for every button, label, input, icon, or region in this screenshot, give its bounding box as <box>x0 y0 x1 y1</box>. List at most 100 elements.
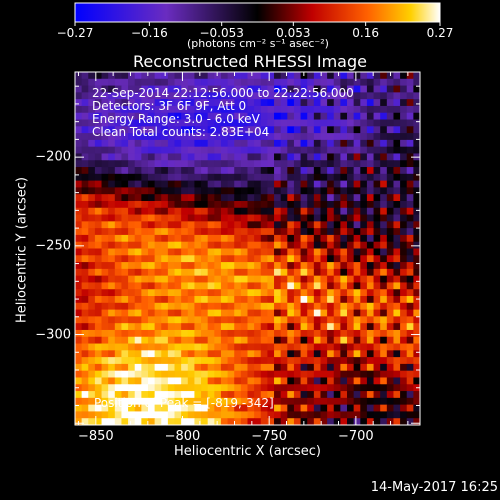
heatmap-cell <box>260 194 268 202</box>
heatmap-cell <box>307 228 315 236</box>
heatmap-cell <box>161 316 169 324</box>
heatmap-cell <box>147 139 156 148</box>
heatmap-cell <box>94 343 102 351</box>
heatmap-cell <box>400 384 408 392</box>
heatmap-cell <box>247 391 255 399</box>
heatmap-cell <box>413 194 421 202</box>
heatmap-cell <box>280 282 288 290</box>
heatmap-cell <box>194 350 202 358</box>
heatmap-cell <box>347 78 355 86</box>
heatmap-cell <box>181 343 189 351</box>
heatmap-cell <box>366 289 374 297</box>
heatmap-cell <box>81 262 89 270</box>
heatmap-cell <box>313 397 321 406</box>
heatmap-cell <box>194 336 202 344</box>
heatmap-cell <box>247 296 255 304</box>
heatmap-cell <box>267 404 275 412</box>
heatmap-cell <box>366 207 374 215</box>
heatmap-cell <box>81 187 89 195</box>
heatmap-cell <box>75 167 83 175</box>
heatmap-cell <box>207 85 215 93</box>
heatmap-cell <box>194 377 202 385</box>
heatmap-cell <box>161 296 169 304</box>
heatmap-cell <box>220 72 228 80</box>
heatmap-cell <box>400 377 408 385</box>
heatmap-cell <box>366 391 374 399</box>
heatmap-cell <box>134 119 142 127</box>
heatmap-cell <box>174 92 182 100</box>
heatmap-cell <box>413 72 421 80</box>
heatmap-cell <box>327 262 335 270</box>
heatmap-cell <box>333 200 341 209</box>
heatmap-cell <box>128 78 136 86</box>
y-axis-label: Heliocentric Y (arcsec) <box>14 177 30 323</box>
heatmap-cell <box>207 112 215 120</box>
heatmap-cell <box>214 194 222 202</box>
heatmap-cell <box>121 268 129 277</box>
heatmap-cell <box>366 411 374 419</box>
heatmap-cell <box>313 207 321 215</box>
heatmap-cell <box>154 167 162 175</box>
heatmap-cell <box>207 221 215 229</box>
heatmap-cell <box>141 418 149 426</box>
heatmap-cell <box>347 377 355 385</box>
heatmap-cell <box>320 329 328 338</box>
heatmap-cell <box>307 119 315 127</box>
heatmap-cell <box>240 397 248 406</box>
heatmap-cell <box>293 72 301 80</box>
heatmap-cell <box>247 282 255 290</box>
heatmap-cell <box>373 343 381 351</box>
heatmap-cell <box>320 146 328 154</box>
heatmap-cell <box>267 316 275 324</box>
heatmap-cell <box>154 234 162 243</box>
heatmap-cell <box>353 404 361 412</box>
heatmap-cell <box>147 275 156 283</box>
heatmap-cell <box>393 173 401 182</box>
heatmap-cell <box>201 194 209 202</box>
heatmap-cell <box>353 78 361 86</box>
heatmap-cell <box>94 323 102 331</box>
heatmap-cell <box>320 363 328 372</box>
heatmap-cell <box>366 262 374 270</box>
heatmap-cell <box>333 391 341 399</box>
heatmap-cell <box>300 302 308 310</box>
heatmap-cell <box>201 309 209 317</box>
heatmap-cell <box>400 363 408 372</box>
heatmap-cell <box>154 78 162 86</box>
heatmap-cell <box>360 180 368 188</box>
heatmap-cell <box>260 85 268 93</box>
heatmap-cell <box>227 112 235 120</box>
heatmap-cell <box>333 194 341 202</box>
heatmap-cell <box>114 268 122 277</box>
heatmap-cell <box>400 248 408 256</box>
heatmap-cell <box>347 146 355 154</box>
heatmap-cell <box>187 214 195 222</box>
heatmap-cell <box>254 153 262 161</box>
heatmap-cell <box>227 248 235 256</box>
heatmap-cell <box>227 85 235 93</box>
heatmap-cell <box>406 316 414 324</box>
heatmap-cell <box>254 72 262 80</box>
heatmap-cell <box>214 228 222 236</box>
heatmap-cell <box>240 377 248 385</box>
heatmap-cell <box>320 112 328 120</box>
heatmap-cell <box>154 336 162 344</box>
heatmap-cell <box>393 200 401 209</box>
annotation-detectors: Detectors: 3F 6F 9F, Att 0 <box>92 99 247 113</box>
heatmap-cell <box>360 241 368 249</box>
heatmap-cell <box>287 255 295 263</box>
heatmap-cell <box>174 234 182 243</box>
heatmap-cell <box>300 221 308 229</box>
heatmap-cell <box>333 99 341 107</box>
heatmap-cell <box>300 78 308 86</box>
heatmap-cell <box>327 370 335 378</box>
heatmap-cell <box>234 146 242 154</box>
heatmap-cell <box>327 221 335 229</box>
heatmap-cell <box>147 296 156 304</box>
heatmap-cell <box>287 126 295 134</box>
heatmap-cell <box>94 167 102 175</box>
heatmap-cell <box>214 99 222 107</box>
heatmap-cell <box>207 377 215 385</box>
heatmap-cell <box>300 207 308 215</box>
heatmap-cell <box>366 404 374 412</box>
